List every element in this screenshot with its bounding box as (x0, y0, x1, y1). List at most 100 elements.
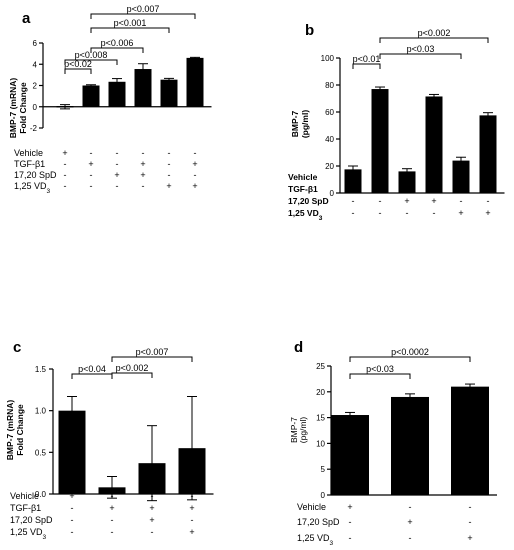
condition-label-c: 17,20 SpD (10, 515, 53, 525)
bar-d-3 (451, 386, 489, 495)
condition-sign-b: + (485, 184, 490, 194)
y-tick-label-a: -2 (30, 124, 38, 133)
p-value-label-a: p<0.008 (75, 50, 108, 60)
condition-sign-b: - (379, 208, 382, 218)
condition-sign-d: + (407, 517, 412, 527)
condition-sign-d: - (409, 502, 412, 512)
bar-b-2 (371, 89, 389, 193)
condition-sign-a: + (140, 170, 145, 180)
significance-bracket-a (90, 47, 144, 53)
condition-label-b: Vehicle (288, 172, 318, 182)
p-value-label-d: p<0.03 (366, 364, 394, 374)
significance-bracket-b (352, 63, 381, 69)
condition-sign-a: - (116, 181, 119, 191)
condition-sign-c: - (151, 491, 154, 501)
p-value-label-a: p<0.007 (127, 4, 160, 14)
y-axis-label-a: BMP-7 (mRNA) (8, 78, 18, 139)
condition-label-b: 1,25 VD3 (288, 208, 323, 222)
y-axis-label-c: Fold Change (15, 404, 25, 456)
y-axis-label-b: BMP-7 (290, 111, 300, 138)
y-tick-label-a: 0 (33, 103, 38, 112)
condition-sign-b: + (431, 196, 436, 206)
condition-label-subscript: 3 (47, 188, 51, 195)
bar-d-1 (331, 415, 369, 495)
panel-letter-d: d (294, 339, 303, 356)
bar-b-1 (344, 169, 362, 193)
y-axis-label-d: (pg/ml) (298, 417, 308, 444)
bar-d-2 (391, 396, 429, 495)
y-tick-label-d: 0 (321, 491, 326, 500)
condition-label-c: TGF-β1 (10, 503, 41, 513)
condition-sign-a: - (142, 181, 145, 191)
bar-b-6 (479, 115, 497, 193)
condition-sign-a: + (114, 170, 119, 180)
condition-sign-c: - (191, 515, 194, 525)
p-value-label-a: p<0.02 (64, 59, 92, 69)
y-tick-label-d: 10 (316, 439, 325, 448)
condition-label-text: 17,20 SpD (297, 517, 340, 527)
bar-b-5 (452, 160, 470, 193)
significance-bracket-b (379, 53, 462, 59)
condition-sign-a: + (166, 181, 171, 191)
condition-sign-a: - (194, 170, 197, 180)
y-tick-label-d: 25 (316, 362, 325, 371)
condition-sign-c: - (71, 503, 74, 513)
condition-sign-a: - (168, 170, 171, 180)
p-value-label-c: p<0.002 (116, 363, 149, 373)
condition-sign-b: + (404, 196, 409, 206)
condition-label-text: 17,20 SpD (288, 196, 329, 206)
condition-label-text: TGF-β1 (14, 159, 45, 169)
condition-sign-a: - (116, 159, 119, 169)
bar-a-3 (108, 81, 126, 107)
condition-sign-b: - (352, 196, 355, 206)
condition-sign-c: + (109, 503, 114, 513)
y-tick-label-c: 1.0 (35, 407, 47, 416)
significance-bracket-a (90, 13, 196, 19)
condition-sign-d: + (467, 533, 472, 543)
condition-sign-b: - (487, 172, 490, 182)
significance-bracket-d (349, 373, 411, 379)
condition-sign-a: - (142, 148, 145, 158)
y-tick-label-b: 100 (321, 54, 335, 63)
condition-label-text: Vehicle (10, 491, 39, 501)
y-tick-label-b: 80 (325, 81, 334, 90)
condition-sign-c: + (149, 515, 154, 525)
y-tick-label-d: 20 (316, 388, 325, 397)
y-tick-label-b: 60 (325, 108, 334, 117)
condition-sign-b: - (406, 208, 409, 218)
condition-sign-d: - (409, 533, 412, 543)
bar-a-5 (160, 79, 178, 107)
y-tick-label-d: 5 (321, 465, 326, 474)
condition-label-b: TGF-β1 (288, 184, 318, 194)
y-axis-label-d: BMP-7 (289, 417, 299, 443)
condition-label-text: Vehicle (14, 148, 43, 158)
significance-bracket-b (379, 37, 489, 43)
panel-c: c 0.0 0.5 1.0 1.5 BMP-7 (mRNA) Fold Change p<0.… (5, 339, 214, 541)
condition-sign-b: - (379, 172, 382, 182)
y-tick-label-c: 0.5 (35, 448, 47, 457)
condition-sign-a: + (192, 181, 197, 191)
p-value-label-b: p<0.01 (353, 54, 381, 64)
condition-sign-b: - (460, 184, 463, 194)
condition-sign-b: - (460, 196, 463, 206)
condition-label-a: Vehicle (14, 148, 43, 158)
condition-sign-b: - (379, 196, 382, 206)
y-tick-label-b: 40 (325, 135, 334, 144)
condition-label-subscript: 3 (319, 215, 323, 222)
condition-sign-b: - (406, 184, 409, 194)
y-tick-label-d: 15 (316, 414, 325, 423)
y-tick-label-b: 20 (325, 162, 334, 171)
condition-sign-a: - (64, 170, 67, 180)
condition-sign-b: + (485, 208, 490, 218)
p-value-label-d: p<0.0002 (391, 347, 429, 357)
condition-sign-d: - (469, 502, 472, 512)
condition-sign-c: - (111, 491, 114, 501)
condition-sign-d: - (469, 517, 472, 527)
condition-label-b: 17,20 SpD (288, 196, 329, 206)
y-axis-label-c: BMP-7 (mRNA) (5, 400, 15, 461)
condition-sign-c: + (189, 527, 194, 537)
condition-label-text: 1,25 VD (10, 527, 43, 537)
significance-bracket-c (111, 372, 153, 378)
condition-sign-a: - (64, 181, 67, 191)
